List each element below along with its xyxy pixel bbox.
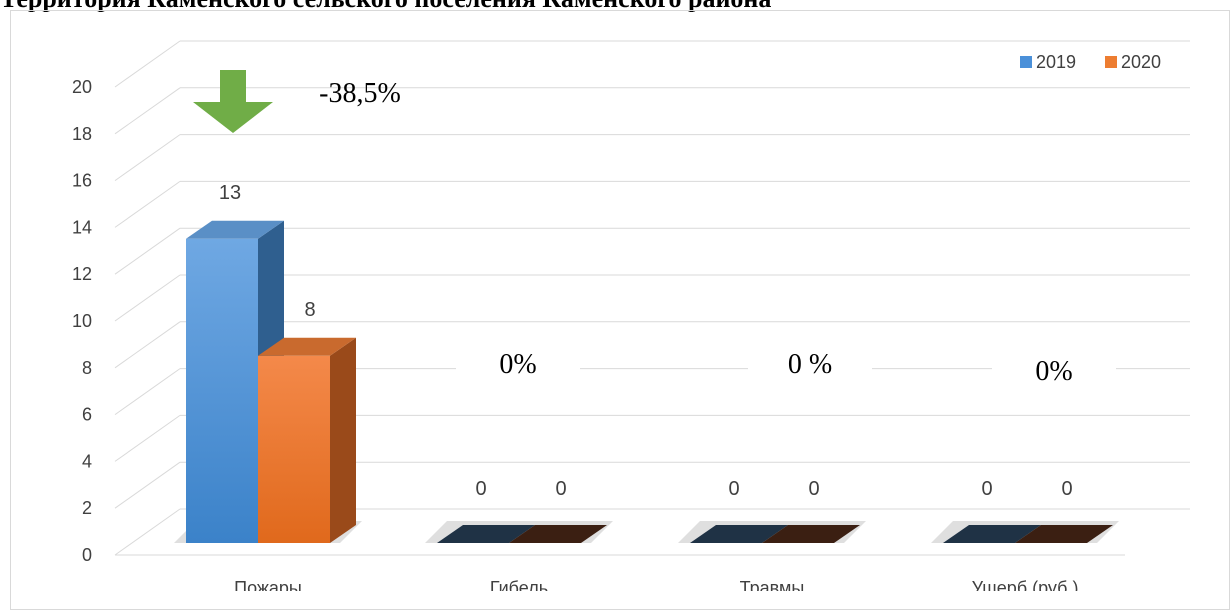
legend-label: 2019 (1036, 52, 1076, 72)
x-tick-label: Пожары (234, 578, 302, 591)
y-tick-label: 18 (72, 124, 92, 144)
down-arrow-icon (193, 70, 273, 133)
bar-2020 (509, 525, 607, 543)
bar-top (258, 337, 356, 356)
y-tick-label: 4 (82, 451, 92, 471)
y-tick-label: 10 (72, 311, 92, 331)
x-tick-label: Гибель (490, 578, 548, 591)
wall-gridline (114, 87, 181, 135)
y-tick-label: 16 (72, 171, 92, 191)
wall-gridline (114, 414, 181, 462)
wall-gridline (114, 134, 181, 182)
data-label: 0 (555, 478, 566, 500)
y-tick-label: 2 (82, 498, 92, 518)
wall-gridline (114, 40, 181, 88)
y-tick-label: 6 (82, 405, 92, 425)
y-axis: 0 2 4 6 8 10 12 14 16 18 20 (72, 77, 92, 565)
annotations: -38,5% 0% 0 % 0% (193, 70, 1116, 390)
annotation: -38,5% (319, 78, 401, 109)
data-label: 0 (475, 478, 486, 500)
annotation-bg (748, 349, 872, 383)
annotation: 0 % (788, 349, 832, 380)
legend-swatch (1020, 56, 1032, 68)
data-label: 0 (1061, 478, 1072, 500)
bar-2020 (762, 525, 860, 543)
wall-gridline (114, 461, 181, 509)
annotation-bg (456, 349, 580, 383)
y-tick-label: 20 (72, 77, 92, 97)
bar-top (186, 220, 284, 239)
wall-gridline (114, 368, 181, 416)
legend-label: 2020 (1121, 52, 1161, 72)
bar-2019 (943, 525, 1041, 543)
data-label: 8 (304, 299, 315, 321)
bars (174, 220, 1119, 544)
bar-2020 (258, 355, 330, 543)
bar-side (330, 337, 356, 543)
wall-gridline (114, 227, 181, 275)
annotation: 0% (1035, 356, 1072, 387)
y-tick-label: 12 (72, 264, 92, 284)
annotation: 0% (499, 349, 536, 380)
x-axis: Пожары Гибель Травмы Ущерб (руб.) (234, 578, 1078, 591)
chart-svg: 0 2 4 6 8 10 12 14 16 18 20 13 8 0 0 0 0 0 0 Пожары Гибель… (72, 40, 1190, 591)
bar-2019 (186, 238, 258, 544)
bar-2020 (1015, 525, 1113, 543)
data-label: 0 (981, 478, 992, 500)
legend-swatch (1105, 56, 1117, 68)
y-tick-label: 14 (72, 217, 92, 237)
y-tick-label: 0 (82, 545, 92, 565)
wall-gridline (114, 508, 181, 556)
data-label: 0 (728, 478, 739, 500)
wall-gridline (114, 321, 181, 369)
bar-2019 (690, 525, 788, 543)
x-tick-label: Травмы (740, 578, 805, 591)
data-labels: 13 8 0 0 0 0 0 0 (219, 182, 1073, 500)
wall-gridline (114, 180, 181, 228)
bar-2019 (437, 525, 535, 543)
legend: 2019 2020 (1020, 52, 1161, 72)
x-tick-label: Ущерб (руб.) (972, 578, 1079, 591)
y-tick-label: 8 (82, 358, 92, 378)
page-header: Территория Каменского сельского поселени… (0, 0, 1232, 12)
data-label: 13 (219, 182, 241, 204)
annotation-bg (992, 356, 1116, 390)
wall-gridline (114, 274, 181, 322)
data-label: 0 (808, 478, 819, 500)
